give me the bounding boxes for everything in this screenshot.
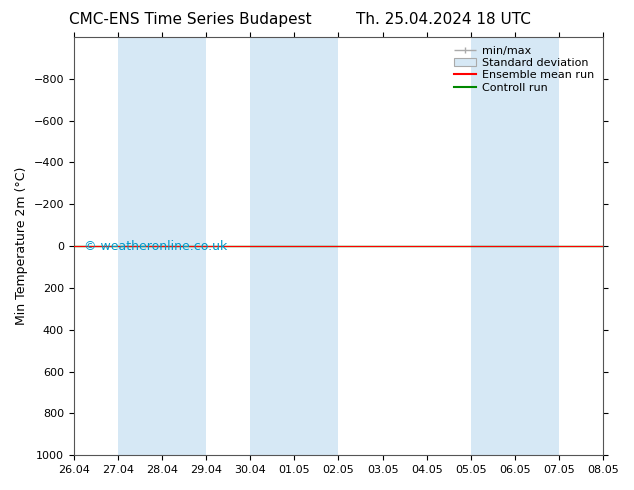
Bar	[250, 37, 339, 455]
Text: © weatheronline.co.uk: © weatheronline.co.uk	[84, 240, 228, 253]
Y-axis label: Min Temperature 2m (°C): Min Temperature 2m (°C)	[15, 167, 28, 325]
Text: CMC-ENS Time Series Budapest: CMC-ENS Time Series Budapest	[69, 12, 311, 27]
Text: Th. 25.04.2024 18 UTC: Th. 25.04.2024 18 UTC	[356, 12, 531, 27]
Bar	[603, 37, 634, 455]
Bar	[118, 37, 206, 455]
Bar	[471, 37, 559, 455]
Legend: min/max, Standard deviation, Ensemble mean run, Controll run: min/max, Standard deviation, Ensemble me…	[451, 43, 598, 96]
